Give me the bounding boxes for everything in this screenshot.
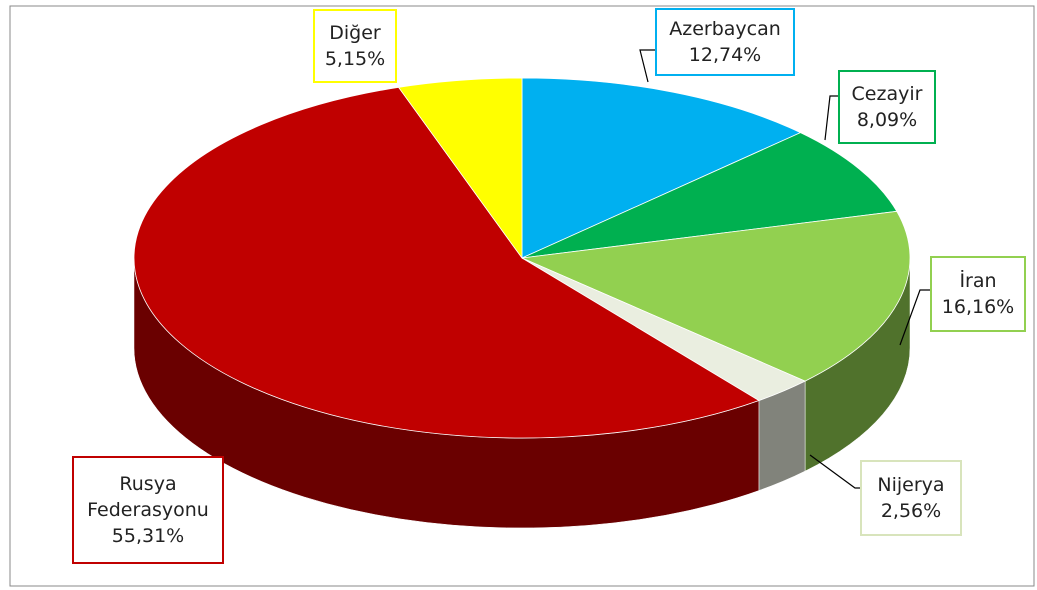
slice: [521, 77, 802, 259]
data-label: Cezayir 8,09%: [838, 70, 936, 144]
leader-line: [824, 95, 838, 141]
data-label: Rusya Federasyonu 55,31%: [72, 456, 224, 564]
category-label: Azerbaycan: [669, 18, 781, 40]
category-label: Diğer: [329, 22, 381, 44]
slice: [520, 210, 911, 382]
slice: [397, 77, 523, 260]
value-label: 2,56%: [880, 500, 942, 522]
leader-line: [639, 49, 655, 83]
data-label: Diğer 5,15%: [313, 9, 397, 83]
value-label: 8,09%: [856, 109, 918, 131]
category-label: Nijerya: [877, 474, 945, 496]
leader-line: [809, 454, 860, 489]
data-label: Nijerya 2,56%: [860, 460, 962, 536]
value-label: 55,31%: [111, 525, 185, 547]
leader-line: [899, 289, 930, 346]
data-label: İran 16,16%: [930, 256, 1026, 332]
value-label: 16,16%: [941, 296, 1015, 318]
slice: [521, 132, 898, 259]
value-label: 5,15%: [324, 48, 386, 70]
category-label: Rusya Federasyonu: [87, 473, 209, 521]
value-label: 12,74%: [688, 44, 762, 66]
category-label: Cezayir: [851, 83, 923, 105]
category-label: İran: [959, 270, 997, 292]
slice: [133, 86, 760, 439]
data-label: Azerbaycan 12,74%: [655, 8, 795, 76]
